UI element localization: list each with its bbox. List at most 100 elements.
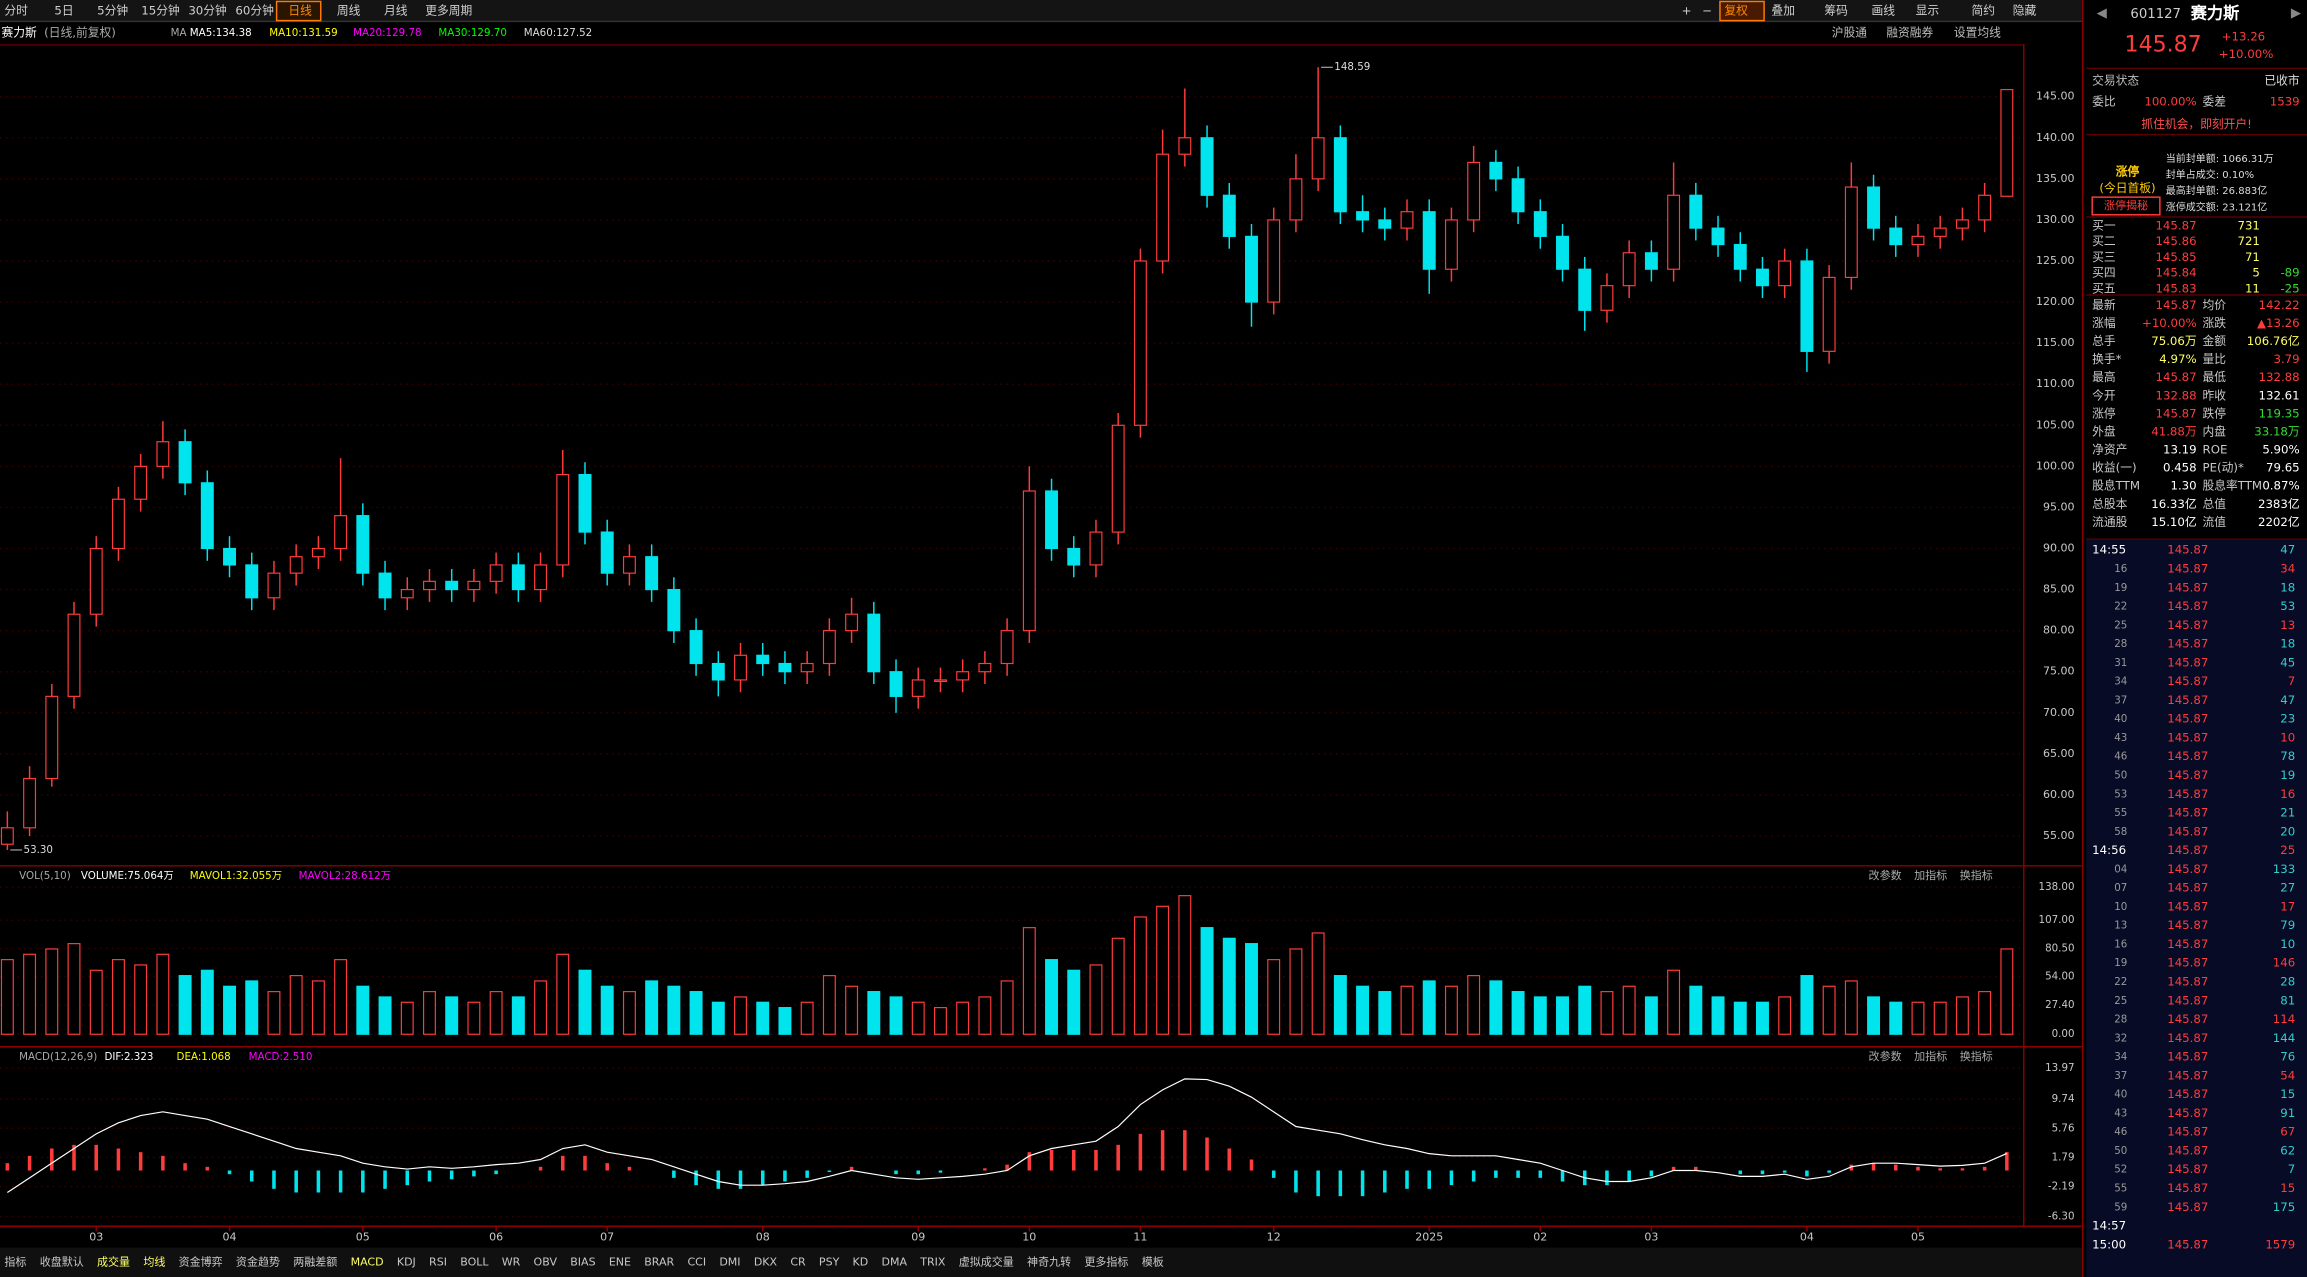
- macd-bar: [1605, 1170, 1609, 1186]
- tool-button[interactable]: 画线: [1871, 4, 1895, 18]
- indicator-tab[interactable]: 资金博弈: [179, 1254, 223, 1268]
- indicator-tab[interactable]: MACD: [351, 1255, 384, 1268]
- book-volume: 11: [2245, 281, 2260, 295]
- indicator-tab[interactable]: BIAS: [570, 1255, 595, 1268]
- indicator-tab[interactable]: 两融差额: [293, 1254, 337, 1268]
- indicator-tab[interactable]: 更多指标: [1084, 1254, 1128, 1268]
- candle-body: [667, 588, 681, 632]
- indicator-tab[interactable]: 成交量: [97, 1254, 130, 1268]
- indicator-tab[interactable]: 指标: [4, 1254, 26, 1268]
- indicator-button[interactable]: 加指标: [1914, 868, 1947, 882]
- limit-button[interactable]: 涨停揭秘: [2104, 198, 2148, 212]
- x-tick-label: 2025: [1415, 1230, 1443, 1243]
- tool-button[interactable]: 叠加: [1771, 4, 1795, 18]
- stat-value: 1539: [2270, 95, 2300, 109]
- period-button[interactable]: 60分钟: [235, 4, 273, 18]
- period-button[interactable]: 30分钟: [188, 4, 226, 18]
- tick-time: 55: [2114, 1182, 2127, 1194]
- tick-volume: 7: [2288, 1162, 2295, 1176]
- indicator-button[interactable]: 换指标: [1960, 868, 1993, 882]
- indicator-tab[interactable]: DMI: [719, 1255, 740, 1268]
- tool-button[interactable]: 隐藏: [2013, 4, 2037, 18]
- period-button[interactable]: 周线: [337, 4, 361, 18]
- candle-body: [1178, 137, 1192, 155]
- indicator-button[interactable]: 改参数: [1869, 868, 1902, 882]
- indicator-tab[interactable]: CR: [790, 1255, 806, 1268]
- indicator-tab[interactable]: WR: [502, 1255, 521, 1268]
- indicator-tab[interactable]: RSI: [429, 1255, 447, 1268]
- tool-button[interactable]: +: [1682, 4, 1692, 18]
- period-button[interactable]: 5日: [54, 4, 73, 18]
- indicator-button[interactable]: 换指标: [1960, 1049, 1993, 1063]
- macd-bar: [1049, 1149, 1054, 1171]
- tool-button[interactable]: 复权: [1724, 4, 1748, 18]
- promo-link[interactable]: 抓住机会，即刻开户!: [2141, 117, 2251, 131]
- tick-price: 145.87: [2167, 787, 2208, 801]
- period-button[interactable]: 15分钟: [141, 4, 179, 18]
- indicator-tab[interactable]: OBV: [534, 1255, 558, 1268]
- indicator-tab[interactable]: PSY: [819, 1255, 840, 1268]
- y-tick-label: 9.74: [2052, 1093, 2075, 1105]
- period-button[interactable]: 分时: [4, 4, 28, 18]
- back-arrow[interactable]: ◀: [2097, 6, 2108, 21]
- indicator-tab[interactable]: 资金趋势: [236, 1254, 280, 1268]
- indicator-tab[interactable]: 收盘默认: [40, 1254, 84, 1268]
- forward-arrow[interactable]: ▶: [2291, 6, 2302, 21]
- stat-label: 股息TTM: [2092, 479, 2140, 493]
- period-button[interactable]: 日线: [288, 4, 312, 18]
- indicator-tab[interactable]: BOLL: [460, 1255, 489, 1268]
- macd-bar: [405, 1170, 410, 1186]
- period-button[interactable]: 更多周期: [425, 4, 472, 18]
- tool-button[interactable]: −: [1702, 4, 1712, 18]
- tool-button[interactable]: 显示: [1916, 4, 1940, 18]
- title-button[interactable]: 设置均线: [1954, 26, 2001, 40]
- tool-button[interactable]: 简约: [1972, 4, 1996, 18]
- title-button[interactable]: 融资融券: [1886, 26, 1933, 40]
- indicator-header: MAVOL2:28.612万: [299, 870, 391, 882]
- indicator-tab[interactable]: BRAR: [644, 1255, 674, 1268]
- volume-bar: [1178, 895, 1192, 1035]
- indicator-tab[interactable]: TRIX: [919, 1255, 946, 1268]
- candle-body: [689, 630, 703, 665]
- indicator-tab[interactable]: 神奇九转: [1027, 1254, 1071, 1268]
- volume-bar: [1733, 1001, 1747, 1035]
- indicator-tab[interactable]: 均线: [143, 1254, 165, 1268]
- volume-bar: [267, 991, 281, 1035]
- title-button[interactable]: 沪股通: [1832, 26, 1868, 40]
- indicator-tab[interactable]: ENE: [609, 1255, 631, 1268]
- limit-button-frame[interactable]: [2091, 196, 2161, 216]
- indicator-tab[interactable]: CCI: [687, 1255, 706, 1268]
- indicator-tab[interactable]: DKX: [754, 1255, 778, 1268]
- stat-label: 今开: [2092, 388, 2116, 402]
- indicator-tab[interactable]: 虚拟成交量: [959, 1254, 1014, 1268]
- candle-body: [1867, 186, 1881, 229]
- macd-bar: [1938, 1168, 1942, 1171]
- candle-body: [178, 441, 192, 484]
- period-button[interactable]: 5分钟: [97, 4, 128, 18]
- volume-bar: [1400, 985, 1414, 1035]
- indicator-tab[interactable]: DMA: [882, 1255, 908, 1268]
- tick-volume: 19: [2280, 768, 2295, 782]
- macd-bar: [249, 1170, 254, 1182]
- indicator-tab[interactable]: 模板: [1142, 1254, 1164, 1268]
- indicator-button[interactable]: 改参数: [1869, 1049, 1902, 1063]
- indicator-button[interactable]: 加指标: [1914, 1049, 1947, 1063]
- indicator-tab[interactable]: KD: [853, 1255, 869, 1268]
- tick-price: 145.87: [2167, 1068, 2208, 1082]
- stat-value: 5.90%: [2262, 443, 2299, 457]
- macd-bar: [1360, 1170, 1365, 1197]
- macd-bar: [983, 1168, 987, 1171]
- macd-bar: [383, 1170, 387, 1189]
- volume-bar: [1800, 975, 1814, 1035]
- tool-button[interactable]: 筹码: [1824, 4, 1848, 18]
- macd-bar: [805, 1170, 809, 1178]
- dif-line: [7, 1078, 2008, 1193]
- indicator-tab[interactable]: KDJ: [397, 1255, 416, 1268]
- macd-bar: [1138, 1133, 1143, 1171]
- tick-time: 37: [2114, 694, 2127, 706]
- tick-volume: 62: [2280, 1143, 2295, 1157]
- volume-bar: [600, 985, 614, 1035]
- period-button[interactable]: 月线: [384, 4, 408, 18]
- book-volume: 71: [2245, 250, 2260, 264]
